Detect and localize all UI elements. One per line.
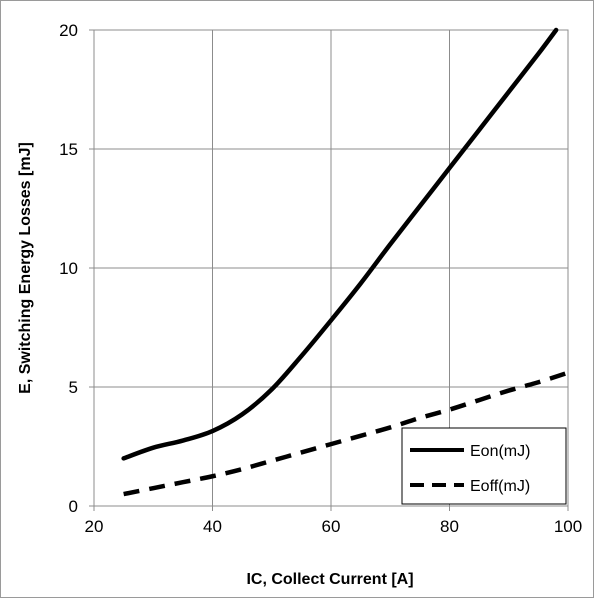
y-tick-label: 10 (59, 259, 78, 278)
legend-box (401, 427, 567, 505)
y-tick-label: 15 (59, 140, 78, 159)
x-tick-label: 60 (322, 517, 341, 536)
legend-label-eoff: Eoff(mJ) (470, 478, 530, 495)
x-tick-label: 100 (554, 517, 582, 536)
x-tick-label: 80 (440, 517, 459, 536)
y-axis-title: E, Switching Energy Losses [mJ] (17, 142, 34, 394)
x-tick-label: 40 (203, 517, 222, 536)
legend-label-eon: Eon(mJ) (470, 443, 530, 460)
y-tick-label: 5 (69, 378, 78, 397)
y-tick-label: 20 (59, 21, 78, 40)
y-tick-label: 0 (69, 497, 78, 516)
x-axis-title: IC, Collect Current [A] (246, 571, 413, 588)
legend: Eon(mJ) Eoff(mJ) (401, 427, 567, 505)
series-lines (121, 27, 569, 497)
series-line-eon-mj (121, 27, 559, 461)
x-axis-ticks: 20 40 60 80 100 (85, 506, 582, 536)
x-tick-label: 20 (85, 517, 104, 536)
y-axis-ticks: 0 5 10 15 20 (59, 21, 94, 516)
